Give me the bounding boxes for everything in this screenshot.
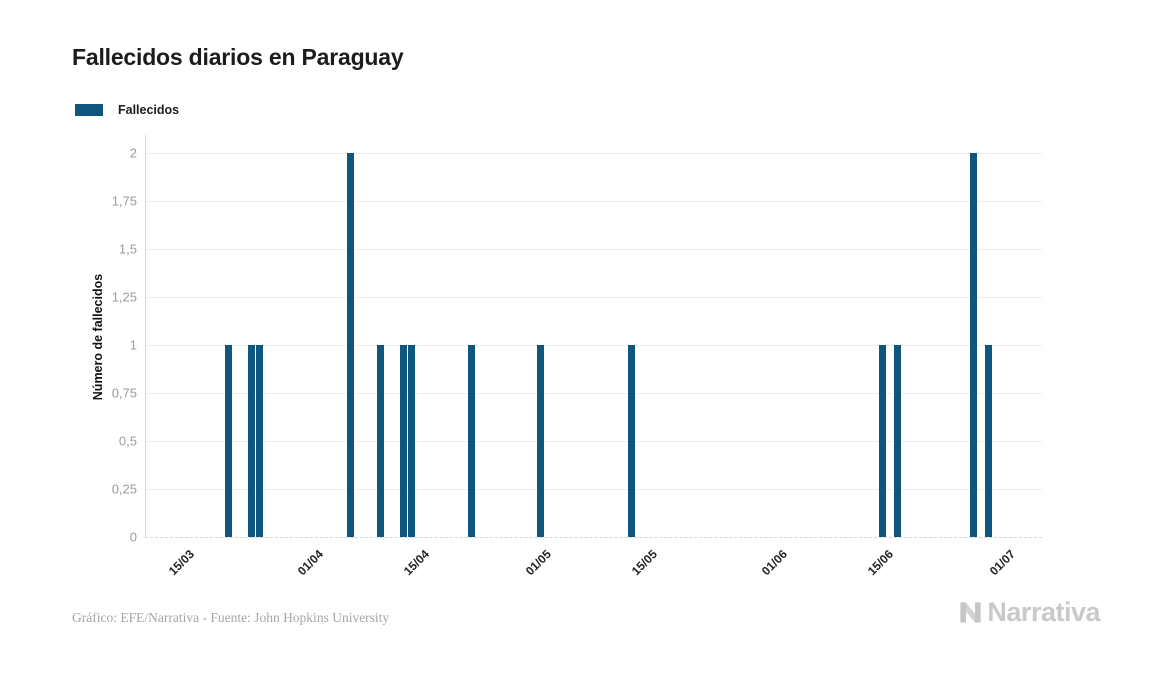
x-tick-label: 15/04	[401, 547, 433, 579]
gridline	[146, 297, 1042, 298]
gridline	[146, 249, 1042, 250]
x-tick-label: 15/05	[629, 547, 661, 579]
gridline	[146, 201, 1042, 202]
x-axis-baseline	[145, 537, 1042, 538]
bar[interactable]	[377, 345, 385, 537]
legend-swatch-icon	[75, 104, 103, 116]
bar[interactable]	[970, 153, 978, 537]
x-tick-label: 15/06	[864, 547, 896, 579]
gridline	[146, 345, 1042, 346]
y-tick-label: 1,75	[111, 193, 137, 209]
x-tick-label: 15/03	[165, 547, 197, 579]
y-tick-label: 0	[129, 529, 137, 545]
bar[interactable]	[894, 345, 902, 537]
legend-label: Fallecidos	[118, 103, 180, 117]
y-tick-label: 1	[129, 337, 137, 353]
bar[interactable]	[247, 345, 255, 537]
narrativa-logo-icon	[960, 602, 982, 623]
bar[interactable]	[536, 345, 544, 537]
x-tick-label: 01/04	[294, 547, 326, 579]
bar[interactable]	[628, 345, 635, 537]
bar[interactable]	[346, 153, 354, 537]
narrativa-logo: Narrativa	[957, 597, 1100, 628]
bar[interactable]	[985, 345, 993, 537]
x-tick-label: 01/05	[522, 547, 554, 579]
y-tick-label: 0,75	[111, 385, 137, 401]
bar[interactable]	[255, 345, 263, 537]
y-axis-line	[145, 135, 146, 537]
bar[interactable]	[468, 345, 476, 537]
bar[interactable]	[225, 345, 233, 537]
y-tick-label: 0,25	[111, 481, 137, 497]
bar[interactable]	[878, 345, 886, 537]
gridline	[146, 441, 1042, 442]
x-tick-label: 01/06	[758, 547, 790, 579]
gridline	[146, 153, 1042, 154]
footer-credit: Gráfico: EFE/Narrativa - Fuente: John Ho…	[72, 610, 390, 625]
gridline	[146, 489, 1042, 490]
chart-title: Fallecidos diarios en Paraguay	[72, 44, 404, 70]
y-tick-label: 1,25	[111, 289, 137, 305]
narrativa-logo-text: Narrativa	[987, 597, 1100, 627]
bar[interactable]	[399, 345, 407, 537]
bar[interactable]	[407, 345, 415, 537]
gridline	[146, 393, 1042, 394]
y-tick-label: 0,5	[118, 433, 137, 449]
y-tick-label: 1,5	[118, 241, 137, 257]
y-tick-label: 2	[129, 145, 137, 161]
legend-item-fallecidos[interactable]: Fallecidos	[75, 103, 179, 117]
x-tick-label: 01/07	[986, 547, 1018, 579]
